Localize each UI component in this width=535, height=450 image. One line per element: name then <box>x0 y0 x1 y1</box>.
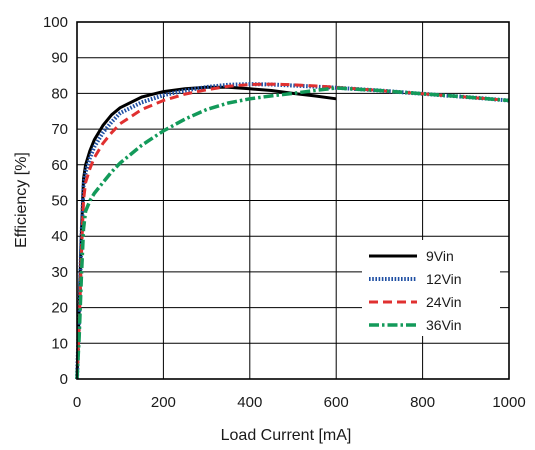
legend-label-12vin: 12Vin <box>426 271 462 287</box>
x-tick-labels: 0 200 400 600 800 1000 <box>73 394 526 411</box>
plot-frame <box>76 21 510 380</box>
legend-label-9vin: 9Vin <box>426 248 454 264</box>
y-tick-label: 80 <box>51 85 68 102</box>
y-axis-label: Efficiency [%] <box>13 152 30 248</box>
x-tick-label: 600 <box>324 394 349 411</box>
y-tick-label: 50 <box>51 193 68 210</box>
legend-label-36vin: 36Vin <box>426 317 462 333</box>
y-tick-label: 70 <box>51 121 68 138</box>
x-axis-label: Load Current [mA] <box>221 427 352 444</box>
y-tick-label: 60 <box>51 157 68 174</box>
y-tick-label: 100 <box>43 14 68 31</box>
y-tick-label: 90 <box>51 50 68 67</box>
x-tick-label: 1000 <box>492 394 525 411</box>
x-tick-label: 800 <box>410 394 435 411</box>
series-lines <box>75 82 510 380</box>
series-line-12vin <box>75 82 510 380</box>
y-tick-label: 20 <box>51 300 68 317</box>
legend: 9Vin 12Vin 24Vin 36Vin <box>362 240 500 336</box>
y-tick-label: 40 <box>51 228 68 245</box>
y-tick-label: 0 <box>60 371 68 388</box>
legend-label-24vin: 24Vin <box>426 294 462 310</box>
x-tick-label: 0 <box>73 394 81 411</box>
x-tick-label: 200 <box>151 394 176 411</box>
series-line-36vin <box>75 86 510 380</box>
x-tick-label: 400 <box>237 394 262 411</box>
y-tick-labels: 0 10 20 30 40 50 60 70 80 90 100 <box>43 14 68 388</box>
y-tick-label: 10 <box>51 335 68 352</box>
y-tick-label: 30 <box>51 264 68 281</box>
